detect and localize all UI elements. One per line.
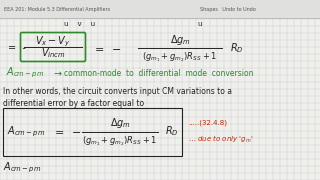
Text: $A_{cm-pm}$: $A_{cm-pm}$ bbox=[6, 66, 44, 80]
Text: $(g_{m_1}+g_{m_2})R_{SS}+1$: $(g_{m_1}+g_{m_2})R_{SS}+1$ bbox=[82, 135, 158, 148]
Text: $= \ -$: $= \ -$ bbox=[52, 127, 82, 136]
Text: $(g_{m_1}+g_{m_2})R_{SS}+1$: $(g_{m_1}+g_{m_2})R_{SS}+1$ bbox=[142, 50, 218, 64]
Text: $A_{cm-pm}$: $A_{cm-pm}$ bbox=[7, 124, 45, 139]
Text: Shapes   Undo to Undo: Shapes Undo to Undo bbox=[200, 6, 256, 12]
Text: u    v    u: u v u bbox=[64, 21, 96, 27]
Text: differential error by a factor equal to: differential error by a factor equal to bbox=[3, 98, 144, 107]
FancyBboxPatch shape bbox=[0, 0, 320, 18]
Text: In other words, the circuit converts input CM variations to a: In other words, the circuit converts inp… bbox=[3, 87, 232, 96]
Text: $\Delta g_m$: $\Delta g_m$ bbox=[170, 33, 190, 47]
Text: u: u bbox=[198, 21, 202, 27]
Text: $A_{cm-pm}$: $A_{cm-pm}$ bbox=[3, 161, 41, 175]
Text: .....(32.4.8): .....(32.4.8) bbox=[188, 119, 227, 126]
Text: $= \ -$: $= \ -$ bbox=[92, 43, 122, 53]
Text: $\Delta g_m$: $\Delta g_m$ bbox=[109, 116, 131, 129]
Text: $\ldots$ due to only '$g_m$': $\ldots$ due to only '$g_m$' bbox=[188, 134, 253, 145]
Text: common-mode  to  differential  mode  conversion: common-mode to differential mode convers… bbox=[64, 69, 253, 78]
Text: =  -: = - bbox=[8, 43, 26, 53]
Text: $R_D$: $R_D$ bbox=[230, 41, 244, 55]
Text: EEA 201: Module 5.3 Differential Amplifiers: EEA 201: Module 5.3 Differential Amplifi… bbox=[4, 6, 110, 12]
Text: $V_x - V_y$: $V_x - V_y$ bbox=[35, 35, 71, 49]
Text: $V_{incm}$: $V_{incm}$ bbox=[41, 47, 65, 60]
Text: $\rightarrow$: $\rightarrow$ bbox=[52, 68, 64, 78]
Text: $R_D$: $R_D$ bbox=[165, 125, 179, 138]
